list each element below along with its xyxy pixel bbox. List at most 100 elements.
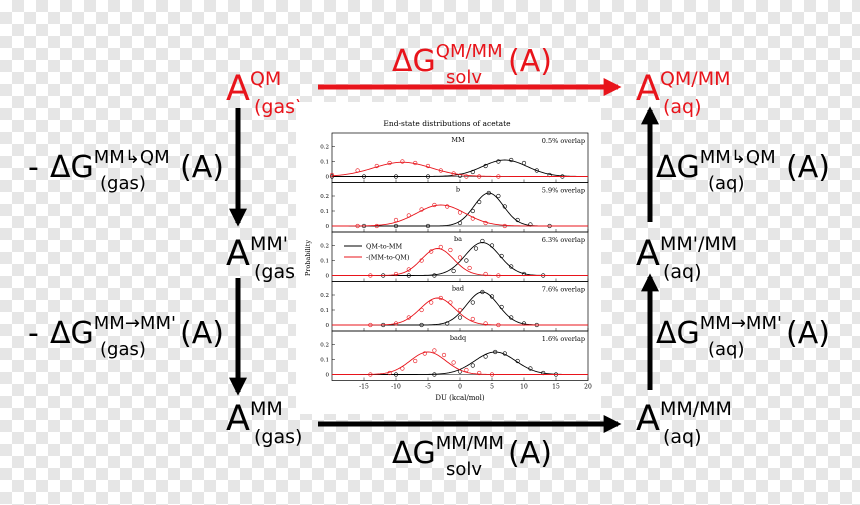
data-point [457, 315, 463, 320]
data-point [483, 163, 488, 169]
data-point [464, 258, 469, 263]
data-point [393, 372, 399, 377]
data-point [483, 354, 488, 359]
x-tick-label: 20 [584, 384, 592, 391]
panel-label-bad: bad [452, 285, 464, 293]
data-point [441, 352, 447, 358]
data-point [451, 360, 456, 365]
data-point [467, 265, 472, 271]
data-point [496, 322, 501, 328]
y-tick-label: 0.1 [320, 259, 329, 265]
panel-overlap-ba: 6.3% overlap [542, 236, 585, 244]
data-point [515, 217, 520, 223]
x-tick-label: -10 [391, 384, 401, 391]
data-point [419, 207, 424, 212]
data-point [445, 321, 450, 326]
y-tick-label: 0.1 [320, 160, 329, 166]
panel-label-badq: badq [450, 334, 466, 342]
data-point [521, 160, 527, 166]
panel-overlap-MM: 0.5% overlap [542, 137, 585, 145]
data-point [457, 210, 463, 215]
data-point [502, 204, 507, 209]
data-point [489, 294, 495, 299]
data-point [477, 199, 482, 205]
data-point [387, 160, 392, 166]
x-tick-label: 5 [490, 384, 494, 391]
y-tick-label: 0 [326, 323, 330, 329]
data-point [528, 366, 533, 371]
data-point [483, 220, 488, 226]
chart-background [296, 102, 601, 414]
edge-label-right-lower: ΔGMM→MM' (aq) (A) [656, 313, 830, 360]
node-a-mm-mm-aq: AMM/MM (aq) [636, 398, 732, 448]
data-point [509, 264, 514, 269]
edge-label-right-upper: ΔGMM↳QM (aq) (A) [656, 147, 830, 194]
data-point [406, 267, 411, 272]
data-point [496, 193, 501, 199]
panel-label-ba: ba [454, 235, 462, 243]
data-point [509, 157, 514, 163]
end-state-distribution-chart: End-state distributions of acetate DU (k… [296, 102, 601, 414]
y-tick-label: 0.2 [320, 194, 329, 200]
chart-legend: QM-to-MM -(MM-to-QM) [344, 243, 410, 262]
data-point [361, 174, 367, 179]
edge-label-left-upper: - ΔGMM↳QM (gas) (A) [28, 147, 224, 194]
data-point [425, 223, 431, 229]
data-point [477, 174, 482, 179]
data-point [429, 249, 434, 254]
data-point [509, 315, 514, 320]
data-point [406, 213, 411, 218]
node-a-mm-gas: AMM (gas) [226, 398, 302, 448]
data-point [445, 204, 450, 209]
y-tick-label: 0 [326, 373, 330, 379]
chart-x-axis-label: DU (kcal/mol) [435, 394, 484, 402]
x-tick-label: -5 [425, 384, 431, 391]
data-point [393, 223, 399, 229]
data-point [425, 174, 431, 179]
data-point [400, 366, 405, 371]
data-point [470, 316, 475, 322]
data-point [425, 163, 431, 169]
y-tick-label: 0.2 [320, 293, 329, 299]
data-point [406, 315, 411, 320]
data-point [457, 173, 463, 178]
panel-overlap-b: 5.9% overlap [542, 187, 585, 195]
x-tick-label: 15 [552, 384, 560, 391]
legend-label-qm-to-mm: QM-to-MM [366, 243, 403, 251]
node-a-mm-prime-gas: AMM' (gas) [226, 233, 302, 283]
legend-label-mm-to-qm: -(MM-to-QM) [366, 254, 410, 262]
node-a-qm-mm-aq: AQM/MM (aq) [636, 68, 731, 118]
data-point [429, 300, 434, 305]
y-tick-label: 0 [326, 274, 330, 280]
data-point [400, 159, 405, 164]
chart-title: End-state distributions of acetate [383, 119, 511, 128]
data-point [368, 273, 373, 278]
y-tick-label: 0 [326, 175, 330, 181]
data-point [489, 372, 495, 377]
data-point [406, 273, 411, 278]
panel-overlap-bad: 7.6% overlap [542, 286, 585, 294]
y-tick-label: 0.1 [320, 358, 329, 364]
node-a-qm-gas: AQM (gas) [226, 68, 302, 118]
data-point [464, 367, 469, 373]
data-point [432, 273, 437, 278]
x-tick-label: -15 [359, 384, 369, 391]
data-point [480, 289, 485, 295]
panel-label-b: b [456, 186, 460, 194]
data-point [387, 370, 392, 376]
data-point [515, 358, 520, 364]
data-point [480, 238, 485, 244]
data-point [483, 321, 488, 326]
y-tick-label: 0.1 [320, 209, 329, 215]
data-point [493, 349, 498, 355]
data-point [374, 223, 379, 229]
series-line-mmtoqm [331, 161, 588, 177]
x-tick-label: 10 [520, 384, 528, 391]
data-point [464, 174, 469, 179]
data-point [422, 351, 427, 356]
data-point [451, 268, 456, 274]
y-tick-label: 0.2 [320, 343, 329, 349]
data-point [355, 168, 360, 173]
y-tick-label: 0.1 [320, 308, 329, 314]
